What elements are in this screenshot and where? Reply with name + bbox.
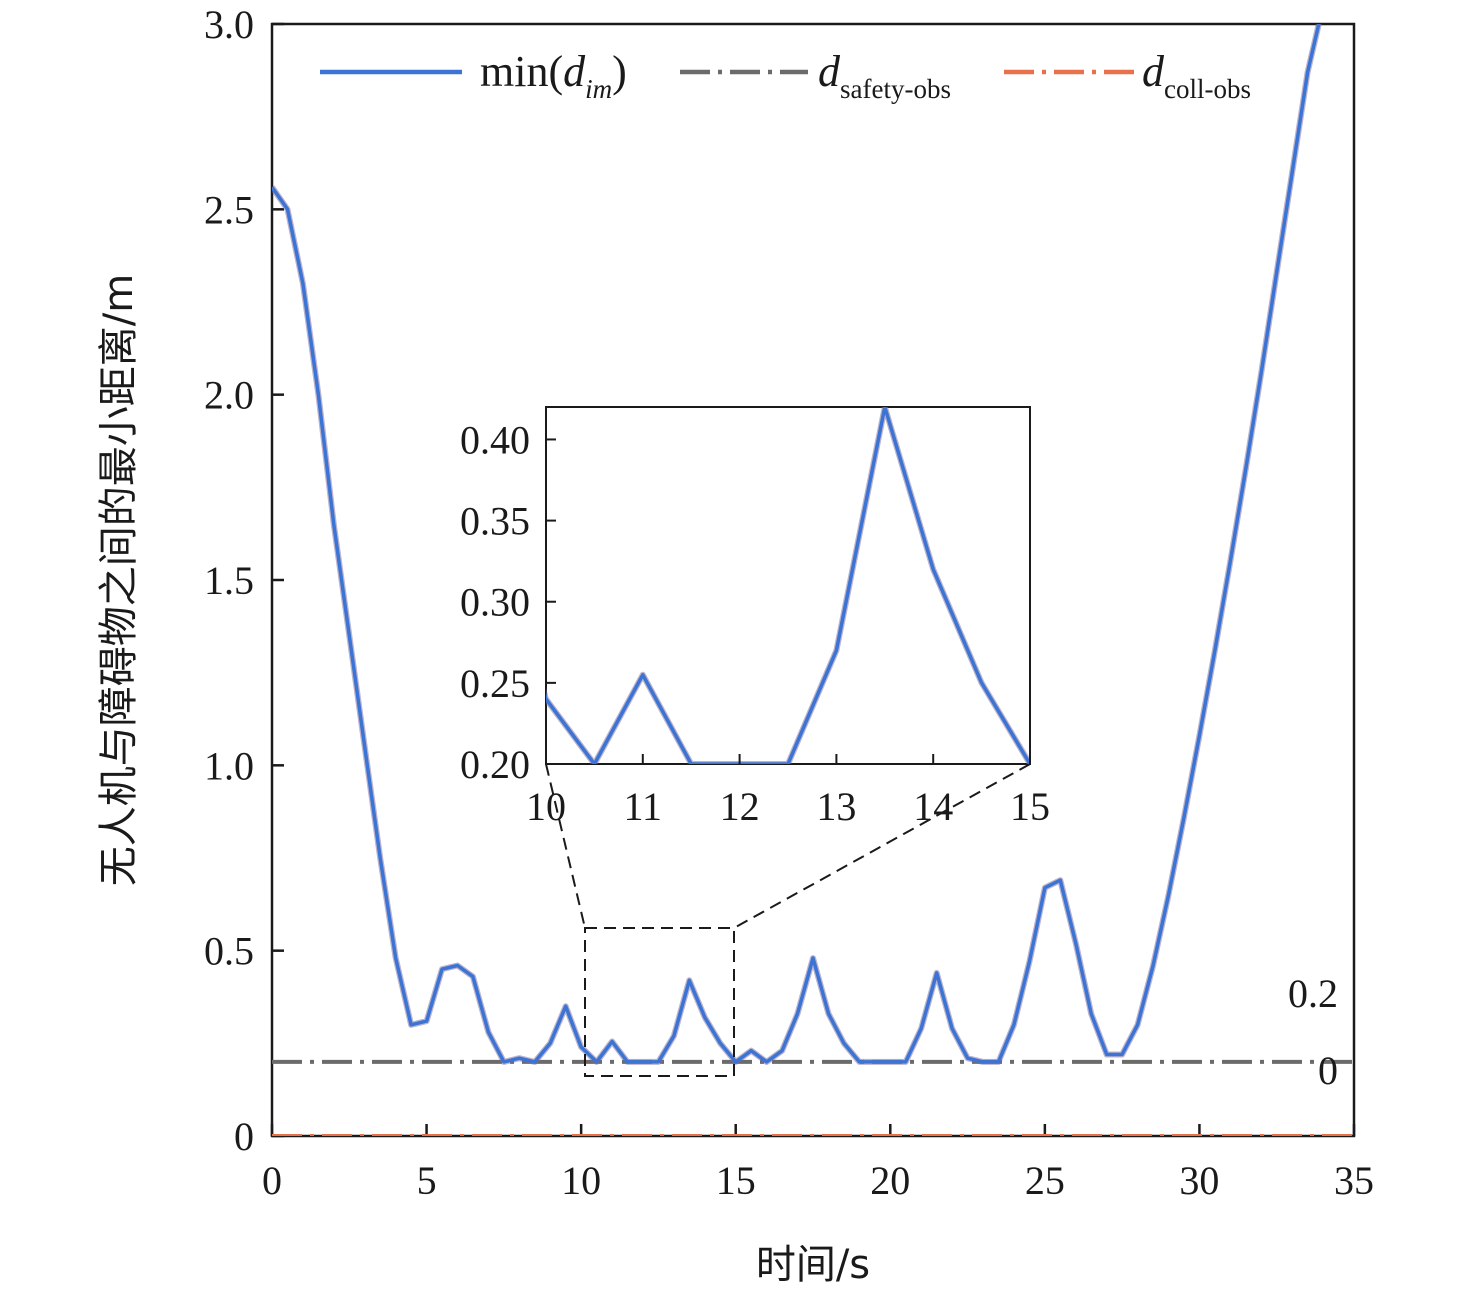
coll-value-label: 0 [1318, 1048, 1338, 1093]
inset-x-tick-label: 15 [1010, 784, 1050, 829]
inset-x-axis: 10 11 12 13 14 15 [526, 754, 1050, 829]
y-tick-label: 0 [234, 1114, 254, 1159]
x-tick-label: 30 [1179, 1158, 1219, 1203]
legend-label-subscript: coll-obs [1164, 74, 1251, 104]
legend-label-symbol: d [818, 47, 841, 96]
inset-y-tick-label: 0.30 [460, 580, 530, 625]
y-axis: 0 0.5 1.0 1.5 2.0 2.5 3.0 [204, 2, 284, 1159]
y-tick-label: 3.0 [204, 2, 254, 47]
legend-label-symbol: d [563, 47, 586, 96]
legend-label-suffix: ) [612, 47, 627, 96]
x-tick-label: 10 [561, 1158, 601, 1203]
zoom-box [584, 927, 735, 1077]
x-tick-label: 0 [262, 1158, 282, 1203]
inset-y-tick-label: 0.40 [460, 417, 530, 462]
y-tick-label: 0.5 [204, 929, 254, 974]
inset-y-tick-label: 0.25 [460, 661, 530, 706]
safety-value-label: 0.2 [1288, 971, 1338, 1016]
legend-label-base: min( [480, 47, 563, 96]
legend-label: min(dim) [480, 47, 627, 104]
y-tick-label: 2.0 [204, 373, 254, 418]
x-tick-label: 5 [417, 1158, 437, 1203]
inset-x-tick-label: 10 [526, 784, 566, 829]
y-tick-label: 2.5 [204, 187, 254, 232]
inset-frame [545, 406, 1031, 765]
legend-label-symbol: d [1142, 47, 1165, 96]
legend-label-subscript: safety-obs [840, 74, 951, 104]
y-tick-label: 1.5 [204, 558, 254, 603]
legend-label-subscript: im [585, 74, 612, 104]
legend-label: dsafety-obs [818, 47, 951, 104]
zoom-connector-right [733, 763, 1031, 929]
legend: min(dim) dsafety-obs dcoll-obs [320, 47, 1251, 104]
x-tick-label: 15 [716, 1158, 756, 1203]
x-tick-label: 25 [1025, 1158, 1065, 1203]
inset-x-tick-label: 13 [816, 784, 856, 829]
main-series-group [272, 24, 1354, 1136]
inset-y-tick-label: 0.35 [460, 499, 530, 544]
legend-label: dcoll-obs [1142, 47, 1251, 104]
inset-x-tick-label: 14 [913, 784, 953, 829]
min-dim-line [272, 24, 1321, 1064]
y-axis-title: 无人机与障碍物之间的最小距离/m [96, 274, 142, 886]
inset-x-tick-label: 11 [624, 784, 663, 829]
inset-x-tick-label: 12 [720, 784, 760, 829]
x-axis-title: 时间/s [756, 1242, 870, 1288]
inset-y-axis: 0.20 0.25 0.30 0.35 0.40 [460, 417, 556, 787]
x-tick-label: 20 [870, 1158, 910, 1203]
x-tick-label: 35 [1334, 1158, 1374, 1203]
inset-chart: 10 11 12 13 14 15 0.20 0.25 0.30 0.35 0.40 [460, 406, 1050, 829]
zoom-connector-left [545, 763, 586, 929]
inset-y-tick-label: 0.20 [460, 742, 530, 787]
y-tick-label: 1.0 [204, 743, 254, 788]
